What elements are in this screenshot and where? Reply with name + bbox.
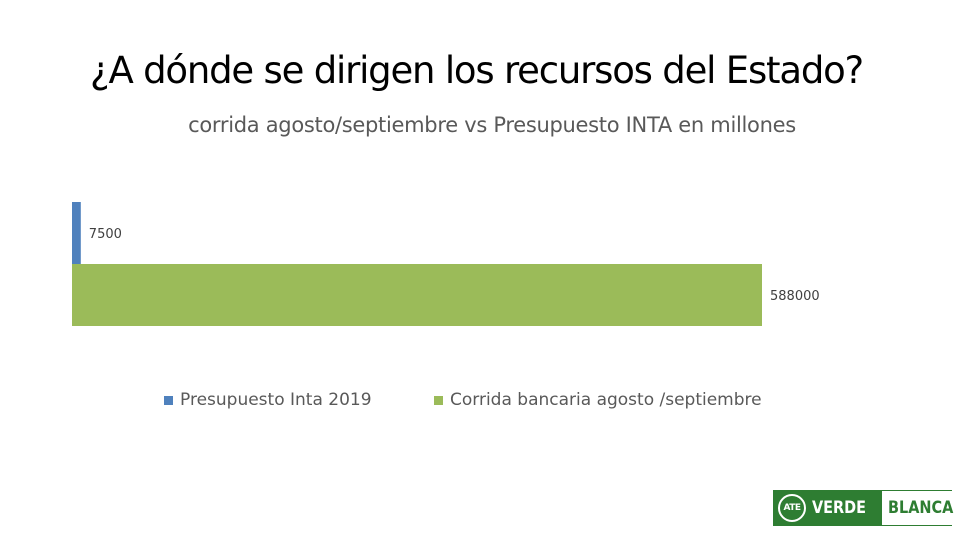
ate-seal-icon: ATE: [778, 494, 806, 522]
legend-label-corrida: Corrida bancaria agosto /septiembre: [450, 390, 762, 410]
data-label-corrida: 588000: [770, 289, 820, 304]
bar-chart: 7500 588000: [72, 202, 820, 326]
bar-presupuesto: [72, 202, 81, 264]
logo-white-panel: BLANCA: [881, 491, 960, 525]
legend-item-presupuesto: Presupuesto Inta 2019: [164, 390, 372, 410]
legend-swatch-corrida: [434, 395, 443, 405]
chart-title: corrida agosto/septiembre vs Presupuesto…: [188, 113, 796, 137]
legend-label-presupuesto: Presupuesto Inta 2019: [180, 390, 372, 410]
data-label-presupuesto: 7500: [89, 227, 122, 242]
logo-blanca-text: BLANCA: [887, 498, 953, 518]
logo-green-panel: ATE VERDE: [774, 491, 882, 525]
verde-blanca-logo: ATE VERDE BLANCA: [773, 490, 960, 526]
slide-title: ¿A dónde se dirigen los recursos del Est…: [90, 49, 864, 92]
chart-legend: Presupuesto Inta 2019 Corrida bancaria a…: [0, 390, 960, 416]
logo-verde-text: VERDE: [812, 498, 867, 518]
legend-swatch-presupuesto: [164, 395, 173, 405]
bar-corrida: [72, 264, 762, 326]
legend-item-corrida: Corrida bancaria agosto /septiembre: [434, 390, 762, 410]
